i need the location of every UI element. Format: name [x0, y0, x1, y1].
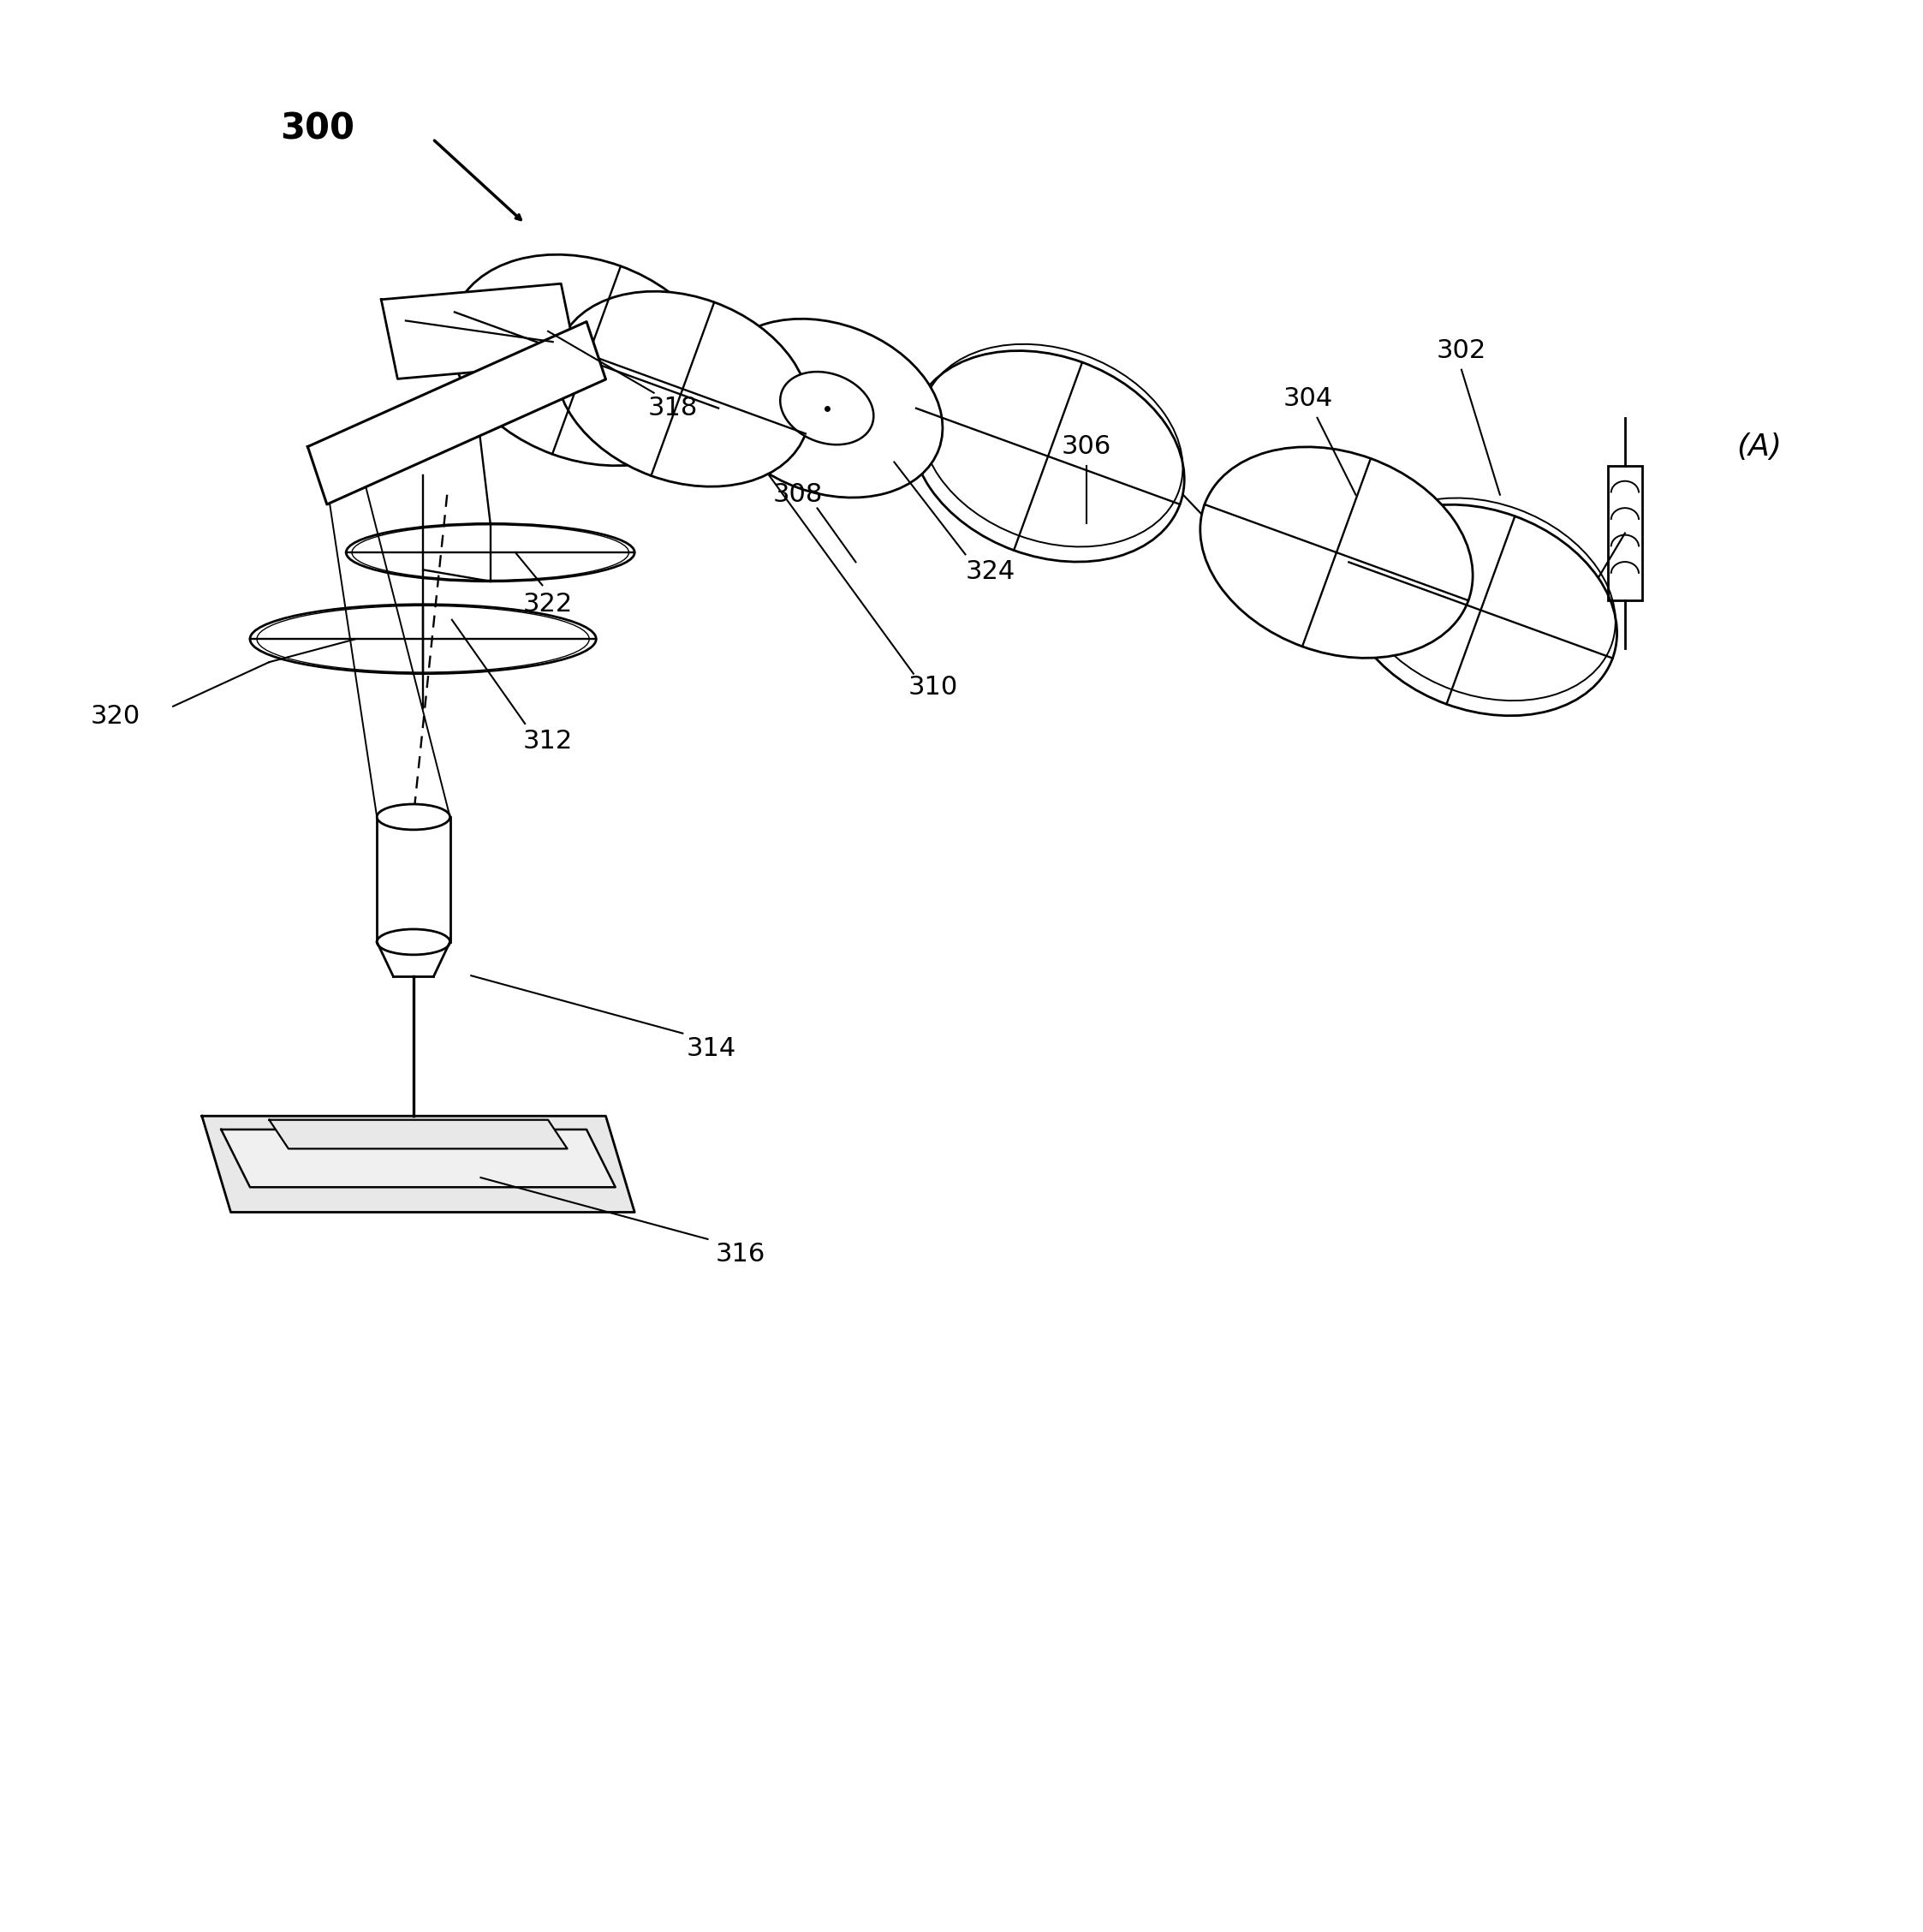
Polygon shape [221, 1130, 615, 1186]
Text: 306: 306 [1061, 435, 1111, 460]
Text: 320: 320 [90, 703, 140, 728]
Text: 314: 314 [687, 1036, 737, 1061]
Text: (A): (A) [1736, 433, 1783, 462]
Ellipse shape [1200, 446, 1473, 659]
Text: 324: 324 [965, 558, 1015, 583]
Ellipse shape [450, 255, 723, 466]
Text: 318: 318 [648, 396, 698, 421]
Text: 322: 322 [523, 591, 573, 616]
Ellipse shape [1344, 504, 1617, 715]
Ellipse shape [712, 319, 942, 498]
Ellipse shape [912, 352, 1185, 562]
Ellipse shape [377, 929, 450, 954]
Ellipse shape [377, 804, 450, 829]
Polygon shape [202, 1117, 635, 1211]
Text: 302: 302 [1436, 338, 1486, 363]
Text: 310: 310 [908, 674, 958, 699]
Polygon shape [381, 284, 577, 379]
Ellipse shape [556, 292, 810, 487]
Ellipse shape [781, 371, 873, 444]
Text: 304: 304 [1283, 386, 1333, 412]
Bar [377, 817, 450, 943]
Text: 312: 312 [523, 728, 573, 753]
Text: 308: 308 [773, 483, 823, 508]
Text: 316: 316 [715, 1242, 765, 1267]
Polygon shape [269, 1121, 567, 1150]
Text: 300: 300 [281, 112, 354, 147]
Polygon shape [308, 321, 606, 504]
